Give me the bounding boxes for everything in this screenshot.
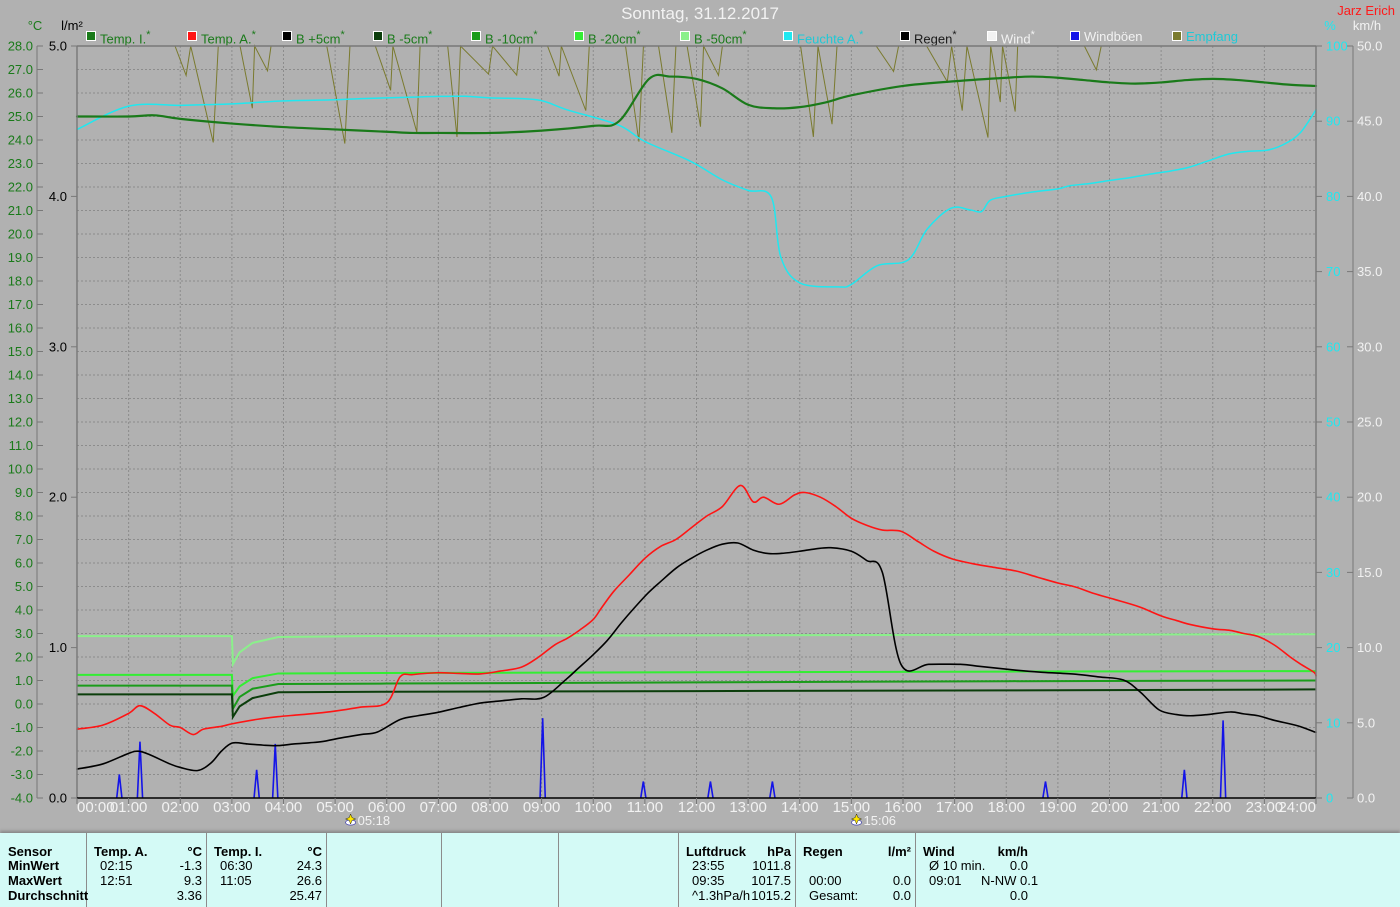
svg-text:19:00: 19:00 — [1039, 799, 1077, 816]
svg-text:100: 100 — [1326, 39, 1348, 54]
svg-text:24:00: 24:00 — [1278, 799, 1316, 816]
svg-text:07:00: 07:00 — [420, 799, 458, 816]
svg-text:26.0: 26.0 — [8, 86, 33, 101]
svg-text:08:00: 08:00 — [471, 799, 509, 816]
svg-text:24.0: 24.0 — [8, 133, 33, 148]
svg-text:60: 60 — [1326, 339, 1340, 354]
svg-text:1.0: 1.0 — [15, 673, 33, 688]
svg-text:14.0: 14.0 — [8, 368, 33, 383]
svg-text:0: 0 — [1326, 791, 1333, 806]
svg-text:3.0: 3.0 — [49, 339, 67, 354]
svg-text:0.0: 0.0 — [49, 791, 67, 806]
svg-text:21:00: 21:00 — [1142, 799, 1180, 816]
svg-text:21.0: 21.0 — [8, 203, 33, 218]
svg-text:05:00: 05:00 — [316, 799, 354, 816]
svg-text:02:00: 02:00 — [161, 799, 199, 816]
svg-text:20.0: 20.0 — [1357, 490, 1382, 505]
svg-text:0.0: 0.0 — [1357, 791, 1375, 806]
svg-text:3.0: 3.0 — [15, 626, 33, 641]
svg-text:11:00: 11:00 — [627, 799, 663, 816]
svg-text:4.0: 4.0 — [15, 603, 33, 618]
svg-text:23.0: 23.0 — [8, 156, 33, 171]
svg-text:5.0: 5.0 — [1357, 715, 1375, 730]
svg-text:13.0: 13.0 — [8, 391, 33, 406]
svg-text:20: 20 — [1326, 640, 1340, 655]
svg-text:25.0: 25.0 — [8, 109, 33, 124]
svg-text:90: 90 — [1326, 114, 1340, 129]
svg-text:20:00: 20:00 — [1091, 799, 1129, 816]
svg-text:25.0: 25.0 — [1357, 415, 1382, 430]
svg-text:15:06: 15:06 — [864, 813, 897, 828]
svg-text:13:00: 13:00 — [729, 799, 767, 816]
svg-text:09:00: 09:00 — [523, 799, 561, 816]
svg-text:6.0: 6.0 — [15, 556, 33, 571]
svg-text:11.0: 11.0 — [9, 438, 33, 453]
svg-text:17:00: 17:00 — [936, 799, 974, 816]
svg-text:50.0: 50.0 — [1357, 39, 1382, 54]
svg-text:km/h: km/h — [1353, 18, 1381, 33]
svg-text:01:00: 01:00 — [110, 799, 148, 816]
svg-text:12:00: 12:00 — [678, 799, 716, 816]
svg-text:18.0: 18.0 — [8, 274, 33, 289]
svg-text:03:00: 03:00 — [213, 799, 251, 816]
svg-text:0.0: 0.0 — [15, 697, 33, 712]
svg-text:50: 50 — [1326, 415, 1340, 430]
svg-text:9.0: 9.0 — [15, 485, 33, 500]
svg-text:15.0: 15.0 — [8, 344, 33, 359]
svg-text:17.0: 17.0 — [8, 297, 33, 312]
svg-text:l/m²: l/m² — [61, 18, 83, 33]
svg-text:18:00: 18:00 — [987, 799, 1025, 816]
svg-text:22:00: 22:00 — [1194, 799, 1232, 816]
svg-text:28.0: 28.0 — [8, 39, 33, 54]
svg-text:04:00: 04:00 — [265, 799, 303, 816]
svg-text:15.0: 15.0 — [1357, 565, 1382, 580]
svg-text:5.0: 5.0 — [49, 39, 67, 54]
svg-text:8.0: 8.0 — [15, 509, 33, 524]
svg-text:°C: °C — [28, 18, 43, 33]
svg-text:40.0: 40.0 — [1357, 189, 1382, 204]
svg-text:2.0: 2.0 — [49, 490, 67, 505]
svg-text:-2.0: -2.0 — [11, 744, 33, 759]
svg-text:70: 70 — [1326, 264, 1340, 279]
svg-text:40: 40 — [1326, 490, 1340, 505]
svg-text:16.0: 16.0 — [8, 321, 33, 336]
svg-text:1.0: 1.0 — [49, 640, 67, 655]
svg-text:10:00: 10:00 — [574, 799, 612, 816]
svg-text:30: 30 — [1326, 565, 1340, 580]
svg-text:%: % — [1324, 18, 1336, 33]
svg-text:22.0: 22.0 — [8, 180, 33, 195]
svg-text:20.0: 20.0 — [8, 227, 33, 242]
svg-text:30.0: 30.0 — [1357, 339, 1382, 354]
svg-text:10: 10 — [1326, 715, 1340, 730]
svg-text:80: 80 — [1326, 189, 1340, 204]
svg-text:27.0: 27.0 — [8, 62, 33, 77]
svg-text:12.0: 12.0 — [8, 415, 33, 430]
svg-text:7.0: 7.0 — [15, 532, 33, 547]
svg-text:-4.0: -4.0 — [11, 791, 33, 806]
svg-text:10.0: 10.0 — [8, 462, 33, 477]
svg-text:2.0: 2.0 — [15, 650, 33, 665]
svg-text:35.0: 35.0 — [1357, 264, 1382, 279]
svg-text:4.0: 4.0 — [49, 189, 67, 204]
svg-text:45.0: 45.0 — [1357, 114, 1382, 129]
svg-text:19.0: 19.0 — [8, 250, 33, 265]
svg-text:10.0: 10.0 — [1357, 640, 1382, 655]
svg-text:-1.0: -1.0 — [11, 720, 33, 735]
svg-text:5.0: 5.0 — [15, 579, 33, 594]
svg-text:-3.0: -3.0 — [11, 767, 33, 782]
svg-text:05:18: 05:18 — [358, 813, 391, 828]
svg-text:14:00: 14:00 — [781, 799, 819, 816]
